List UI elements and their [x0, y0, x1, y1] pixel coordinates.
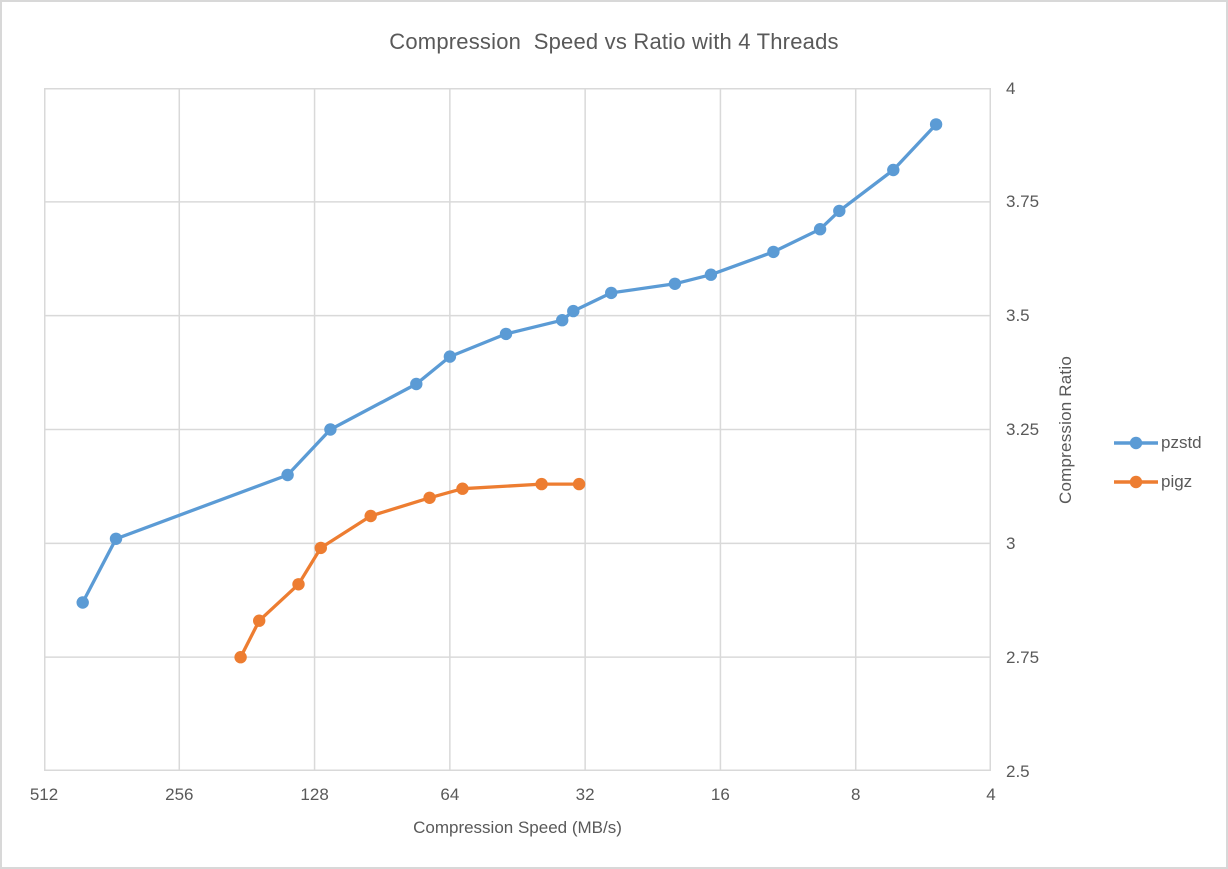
- y-tick-label: 2.5: [1006, 761, 1030, 781]
- legend: pzstd pigz: [1114, 433, 1202, 492]
- y-axis-tick-labels: 4 3.75 3.5 3.25 3 2.75 2.5: [1006, 79, 1066, 781]
- x-axis-title: Compression Speed (MB/s): [413, 818, 622, 837]
- y-axis-title-container: Compression Ratio: [1051, 88, 1081, 771]
- x-tick-label: 16: [710, 785, 730, 804]
- x-tick-label: 512: [29, 785, 59, 804]
- legend-item-pzstd: pzstd: [1114, 433, 1202, 453]
- data-point-pzstd: [499, 327, 513, 341]
- data-point-pzstd: [704, 268, 718, 281]
- data-point-pzstd: [443, 350, 457, 363]
- data-point-pzstd: [813, 223, 827, 236]
- data-point-pigz: [572, 477, 586, 491]
- legend-item-pigz: pigz: [1114, 472, 1202, 492]
- data-point-pigz: [423, 491, 436, 504]
- series-line-pzstd: [81, 122, 938, 605]
- data-point-pzstd: [76, 596, 89, 609]
- legend-label: pzstd: [1161, 433, 1202, 452]
- y-tick-label: 4: [1006, 78, 1016, 98]
- data-point-pzstd: [410, 377, 423, 391]
- data-point-pzstd: [281, 468, 294, 482]
- data-point-pzstd: [668, 277, 682, 290]
- data-point-pigz: [253, 614, 266, 627]
- data-point-pzstd: [887, 163, 900, 177]
- data-point-pzstd: [767, 245, 780, 259]
- data-point-pzstd: [929, 118, 943, 131]
- data-point-pigz: [456, 482, 469, 495]
- data-point-pigz: [234, 651, 247, 664]
- data-point-pzstd: [324, 423, 337, 436]
- plot-border: [44, 88, 991, 771]
- data-point-pigz: [364, 509, 377, 523]
- x-tick-label: 32: [575, 785, 595, 804]
- y-axis-title: Compression Ratio: [1056, 355, 1075, 504]
- data-point-pigz: [292, 578, 305, 591]
- x-tick-label: 4: [986, 785, 996, 804]
- data-point-pzstd: [605, 286, 618, 300]
- plot-area: [44, 88, 991, 771]
- x-tick-label: 256: [165, 785, 194, 804]
- y-tick-label: 3: [1006, 533, 1016, 553]
- legend-marker-pzstd: [1114, 436, 1158, 450]
- y-tick-label: 3.5: [1006, 306, 1030, 326]
- data-point-pzstd: [556, 314, 569, 327]
- data-point-pzstd: [109, 532, 123, 545]
- legend-point: [1129, 436, 1143, 450]
- y-tick-label: 2.75: [1006, 647, 1040, 667]
- legend-label: pigz: [1161, 472, 1193, 491]
- chart-title: Compression Speed vs Ratio with 4 Thread…: [389, 29, 839, 54]
- data-point-pigz: [535, 477, 548, 491]
- legend-marker-pigz: [1114, 475, 1158, 489]
- x-axis-tick-labels: 512 256 128 64 32 16 8 4: [30, 785, 996, 807]
- legend-point: [1129, 475, 1143, 489]
- data-point-pzstd: [833, 204, 846, 218]
- x-tick-label: 64: [440, 785, 460, 804]
- data-point-pzstd: [567, 304, 580, 318]
- x-tick-label: 128: [300, 785, 329, 804]
- data-point-pigz: [314, 541, 327, 555]
- y-tick-label: 3.75: [1006, 192, 1040, 212]
- series-line-pigz: [238, 482, 581, 659]
- y-tick-label: 3.25: [1006, 420, 1040, 439]
- x-tick-label: 8: [850, 785, 861, 804]
